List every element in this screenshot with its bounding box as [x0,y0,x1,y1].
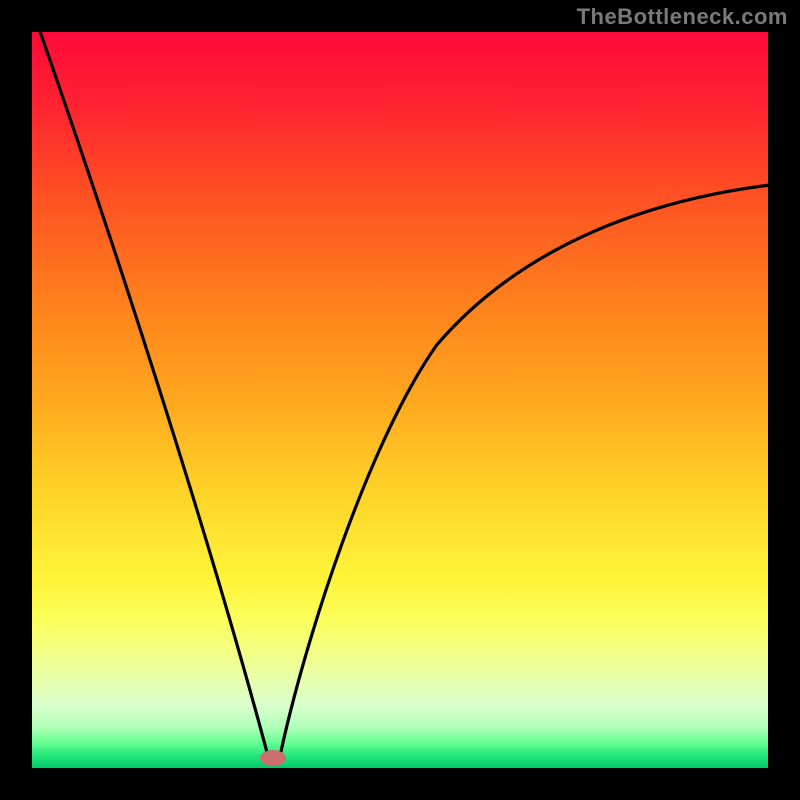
watermark-text: TheBottleneck.com [577,4,788,30]
chart-gradient-bg [32,32,768,768]
bottleneck-chart [0,0,800,800]
optimal-point-marker [260,750,286,766]
chart-container: TheBottleneck.com [0,0,800,800]
